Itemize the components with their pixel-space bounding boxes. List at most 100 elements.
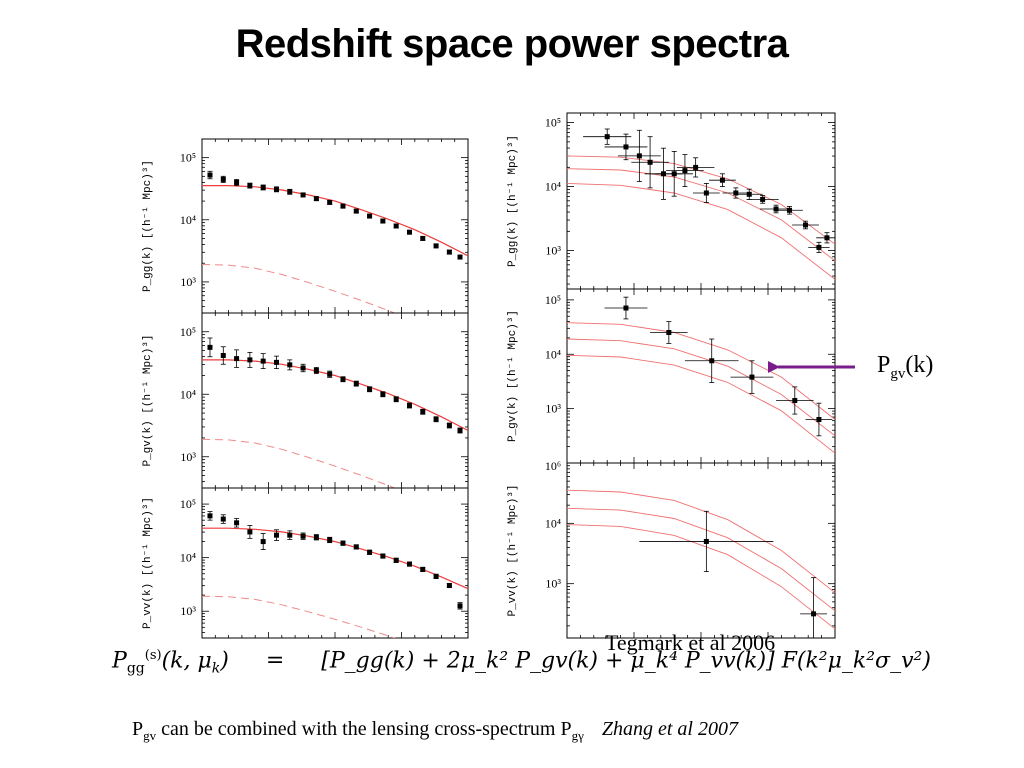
data-point	[684, 338, 739, 383]
equation-lhs-sub: gg	[126, 660, 145, 677]
y-tick-label: 10³	[180, 604, 196, 618]
equation-lhs: P	[112, 648, 127, 674]
data-point	[759, 204, 793, 214]
data-marker	[367, 386, 373, 392]
data-marker	[234, 520, 240, 526]
data-point	[353, 380, 359, 387]
data-point	[776, 206, 803, 215]
data-point	[604, 133, 648, 161]
data-point	[406, 229, 412, 235]
data-marker	[733, 190, 739, 196]
data-point	[380, 391, 386, 398]
model-curve	[567, 507, 835, 612]
data-marker	[406, 561, 412, 567]
plot-frame	[566, 288, 836, 464]
data-marker	[393, 557, 399, 563]
plot-frame	[201, 487, 469, 639]
plot-area	[202, 170, 468, 313]
data-point	[353, 544, 359, 550]
data-marker	[340, 540, 346, 546]
data-marker	[446, 423, 452, 428]
data-point	[353, 208, 359, 214]
data-marker	[703, 190, 709, 196]
data-point	[367, 549, 373, 555]
data-marker	[300, 533, 306, 539]
data-point	[805, 402, 833, 437]
data-point	[273, 529, 279, 541]
data-point	[207, 170, 213, 180]
data-marker	[220, 353, 226, 358]
data-marker	[327, 199, 333, 205]
y-tick-label: 10⁴	[180, 551, 196, 565]
y-tick-label: 10⁶	[545, 459, 561, 473]
equation-lhs-args-sub: k	[211, 660, 221, 677]
y-tick-label: 10⁵	[180, 151, 196, 165]
data-point	[340, 540, 346, 546]
data-marker	[247, 183, 253, 189]
data-point	[406, 561, 412, 567]
data-marker	[760, 196, 766, 202]
data-marker	[811, 611, 817, 617]
data-point	[676, 157, 715, 178]
model-solid-line	[202, 185, 468, 257]
data-point	[327, 199, 333, 205]
caption-prefix-sub: gv	[143, 728, 157, 743]
data-point	[709, 173, 736, 188]
data-marker	[207, 172, 213, 178]
data-point	[327, 536, 333, 544]
data-point	[666, 154, 704, 188]
data-point	[260, 353, 266, 370]
y-tick-label: 10³	[180, 450, 196, 464]
data-marker	[260, 184, 266, 190]
chart-panel-right-middle: 10⁵ 10⁴ 10³ P_gv(k) [(h⁻¹ Mpc)³]	[507, 288, 836, 464]
data-marker	[623, 144, 629, 150]
y-axis-label: P_vv(k) [(h⁻¹ Mpc)³]	[507, 484, 519, 616]
data-marker	[353, 544, 359, 550]
data-marker	[313, 368, 319, 373]
data-marker	[207, 344, 213, 350]
caption: Pgv can be combined with the lensing cro…	[132, 718, 738, 744]
data-marker	[786, 207, 792, 213]
data-point	[735, 188, 763, 200]
data-marker	[247, 529, 253, 535]
y-tick-label: 10³	[545, 577, 561, 591]
data-marker	[287, 532, 293, 538]
data-marker	[313, 534, 319, 540]
data-point	[220, 346, 226, 365]
data-point	[234, 518, 240, 528]
data-point	[234, 349, 240, 368]
chart-panel-left-top: 10⁵ 10⁴ 10³ P_gg(k) [(h⁻¹ Mpc)³]	[142, 138, 469, 314]
tegmark-overlap-text: Tegmark et al 2006	[605, 630, 775, 655]
data-marker	[773, 206, 779, 212]
caption-suffix-sub: gγ	[571, 728, 584, 743]
model-curve	[567, 155, 835, 245]
data-point	[287, 530, 293, 540]
data-point	[655, 150, 693, 197]
data-marker	[446, 249, 452, 255]
data-marker	[792, 397, 798, 403]
data-point	[420, 566, 426, 572]
y-axis-label: P_gg(k) [(h⁻¹ Mpc)³]	[142, 160, 154, 292]
data-point	[433, 416, 439, 423]
data-point	[220, 514, 226, 524]
y-tick-label: 10³	[180, 275, 196, 289]
data-point	[446, 422, 452, 429]
data-marker	[433, 416, 439, 422]
equation-lhs-args-end: )	[220, 648, 229, 674]
data-point	[433, 243, 439, 249]
data-point	[457, 254, 463, 260]
data-marker	[340, 203, 346, 209]
data-marker	[380, 553, 386, 559]
data-point	[247, 182, 253, 189]
data-point	[234, 178, 240, 187]
data-point	[287, 359, 293, 371]
data-point	[808, 241, 830, 253]
data-marker	[353, 381, 359, 387]
y-tick-label: 10⁵	[545, 116, 561, 130]
y-axis-label: P_gv(k) [(h⁻¹ Mpc)³]	[142, 334, 154, 466]
chart-panel-left-middle: 10⁵ 10⁴ 10³ P_gv(k) [(h⁻¹ Mpc)³]	[142, 312, 469, 489]
data-point	[446, 249, 452, 255]
data-marker	[273, 359, 279, 365]
data-marker	[693, 164, 699, 170]
